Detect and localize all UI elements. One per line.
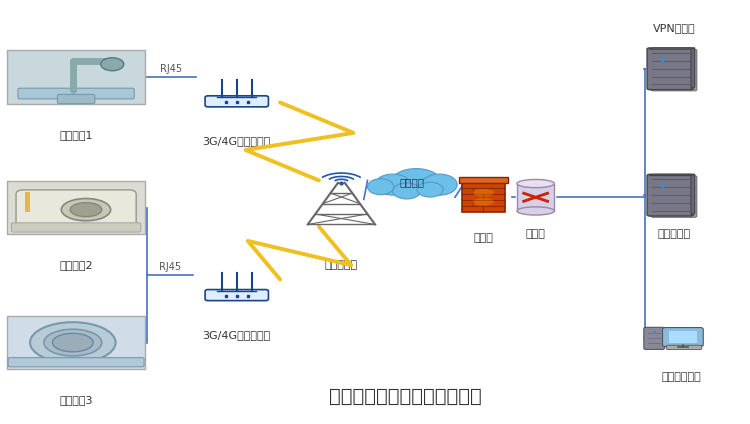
Ellipse shape bbox=[472, 189, 494, 196]
Text: 远程监控中心: 远程监控中心 bbox=[662, 372, 701, 382]
Ellipse shape bbox=[472, 198, 494, 206]
Text: 无线网络: 无线网络 bbox=[400, 178, 424, 187]
Text: 防火墙: 防火墙 bbox=[473, 233, 494, 243]
FancyBboxPatch shape bbox=[651, 176, 697, 218]
FancyBboxPatch shape bbox=[517, 184, 554, 211]
FancyBboxPatch shape bbox=[25, 192, 30, 212]
Polygon shape bbox=[650, 174, 694, 176]
Text: 医疗设备3: 医疗设备3 bbox=[59, 395, 93, 405]
FancyBboxPatch shape bbox=[7, 181, 146, 234]
Ellipse shape bbox=[368, 179, 394, 195]
FancyBboxPatch shape bbox=[205, 290, 268, 301]
Ellipse shape bbox=[517, 207, 554, 215]
Text: 存储服务器: 存储服务器 bbox=[657, 229, 691, 239]
Text: RJ45: RJ45 bbox=[159, 262, 182, 272]
Text: 医疗设备2: 医疗设备2 bbox=[59, 260, 93, 271]
Text: RJ45: RJ45 bbox=[160, 64, 182, 74]
FancyBboxPatch shape bbox=[205, 96, 268, 107]
FancyBboxPatch shape bbox=[644, 327, 664, 349]
FancyBboxPatch shape bbox=[11, 223, 141, 232]
FancyBboxPatch shape bbox=[7, 315, 146, 369]
FancyBboxPatch shape bbox=[651, 49, 697, 91]
Ellipse shape bbox=[375, 174, 410, 195]
Ellipse shape bbox=[422, 174, 458, 195]
Ellipse shape bbox=[53, 333, 93, 352]
Text: 3G/4G无线路由器: 3G/4G无线路由器 bbox=[202, 136, 271, 146]
FancyBboxPatch shape bbox=[462, 182, 505, 212]
Text: 大型医疗设备远程监控拓扑图: 大型医疗设备远程监控拓扑图 bbox=[328, 387, 482, 406]
FancyBboxPatch shape bbox=[666, 345, 702, 349]
Ellipse shape bbox=[393, 183, 421, 199]
Polygon shape bbox=[650, 48, 694, 49]
FancyBboxPatch shape bbox=[58, 95, 94, 104]
FancyBboxPatch shape bbox=[647, 48, 693, 89]
Ellipse shape bbox=[62, 198, 111, 221]
FancyBboxPatch shape bbox=[647, 174, 693, 216]
FancyBboxPatch shape bbox=[8, 357, 144, 367]
FancyBboxPatch shape bbox=[18, 88, 134, 99]
Polygon shape bbox=[691, 48, 694, 88]
FancyBboxPatch shape bbox=[662, 328, 704, 346]
FancyBboxPatch shape bbox=[16, 190, 136, 230]
Polygon shape bbox=[691, 174, 694, 215]
Text: 路由器: 路由器 bbox=[526, 229, 545, 239]
Text: 运营商基站: 运营商基站 bbox=[325, 260, 358, 271]
Ellipse shape bbox=[417, 182, 443, 197]
Text: 3G/4G无线路由器: 3G/4G无线路由器 bbox=[202, 330, 271, 340]
Ellipse shape bbox=[70, 203, 102, 217]
FancyBboxPatch shape bbox=[7, 50, 146, 104]
Ellipse shape bbox=[30, 322, 115, 363]
Text: VPN服务器: VPN服务器 bbox=[652, 23, 695, 33]
Ellipse shape bbox=[44, 329, 102, 356]
Text: 医疗设备1: 医疗设备1 bbox=[59, 130, 93, 140]
FancyBboxPatch shape bbox=[459, 177, 508, 183]
Ellipse shape bbox=[517, 179, 554, 188]
FancyBboxPatch shape bbox=[668, 332, 698, 343]
Ellipse shape bbox=[100, 58, 124, 71]
Ellipse shape bbox=[392, 169, 440, 194]
